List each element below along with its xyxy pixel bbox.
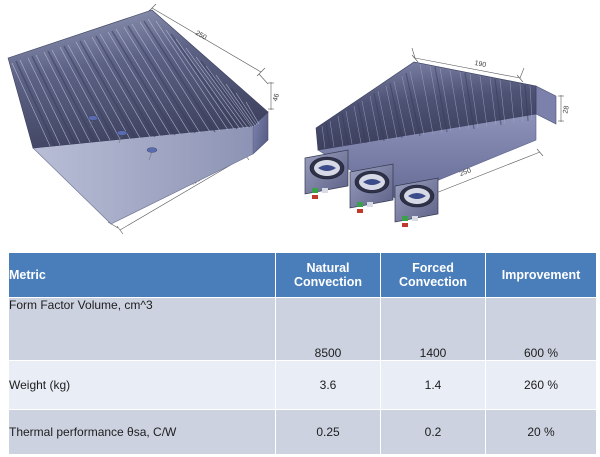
left-heatsink-fins	[11, 18, 260, 147]
table-header-row: Metric Natural Convection Forced Convect…	[8, 252, 597, 298]
cell-metric: Thermal performance θsa, C/W	[8, 409, 276, 455]
right-heatsink-end-face	[535, 85, 557, 125]
left-heatsink-drawing: 250 46 70 400	[7, 3, 281, 235]
fan-assembly-2	[349, 163, 394, 213]
cell-natural: 3.6	[275, 360, 381, 410]
header-natural-line2: Convection	[293, 275, 363, 289]
fan-assembly-3	[394, 177, 439, 227]
cell-improvement: 20 %	[485, 409, 597, 455]
column-header-improvement: Improvement	[485, 252, 597, 298]
heatsink-figure-area: 250 46 70 400	[7, 3, 571, 235]
comparison-table: Metric Natural Convection Forced Convect…	[8, 252, 597, 455]
heat-source-markers	[87, 115, 158, 161]
cell-forced: 1.4	[380, 360, 486, 410]
dimension-46	[268, 82, 274, 110]
cell-forced: 0.2	[380, 409, 486, 455]
cell-forced: 1400	[380, 297, 486, 361]
table-row: Weight (kg) 3.6 1.4 260 %	[8, 360, 597, 410]
right-heatsink-fins	[321, 63, 533, 149]
dimension-label-28: 28	[562, 105, 570, 114]
header-forced-line1: Forced	[412, 261, 454, 275]
dimension-label-250: 250	[194, 30, 208, 42]
dimension-label-250: 250	[459, 167, 473, 178]
right-heatsink-drawing: 190 28 250	[304, 47, 571, 227]
right-heatsink-fin-channels	[325, 66, 529, 149]
column-header-natural-convection: Natural Convection	[275, 252, 381, 298]
cell-improvement: 600 %	[485, 297, 597, 361]
dimension-label-190: 190	[474, 60, 487, 69]
left-heatsink-fin-channels	[15, 20, 257, 147]
dimension-label-46: 46	[272, 93, 281, 103]
cell-natural: 8500	[275, 297, 381, 361]
table-header: Metric Natural Convection Forced Convect…	[8, 252, 597, 298]
header-forced-line2: Convection	[398, 275, 468, 289]
cell-natural: 0.25	[275, 409, 381, 455]
header-natural-line1: Natural	[306, 261, 350, 275]
dimension-190	[411, 47, 525, 83]
table-body: Form Factor Volume, cm^3 8500 1400 600 %…	[8, 297, 597, 455]
cell-metric: Form Factor Volume, cm^3	[8, 297, 276, 361]
column-header-forced-convection: Forced Convection	[380, 252, 486, 298]
table-row: Thermal performance θsa, C/W 0.25 0.2 20…	[8, 409, 597, 455]
fan-assembly-1	[304, 149, 349, 199]
cell-metric: Weight (kg)	[8, 360, 276, 410]
table-row: Form Factor Volume, cm^3 8500 1400 600 %	[8, 297, 597, 361]
dimension-28	[558, 95, 564, 122]
cell-improvement: 260 %	[485, 360, 597, 410]
column-header-metric: Metric	[8, 252, 276, 298]
